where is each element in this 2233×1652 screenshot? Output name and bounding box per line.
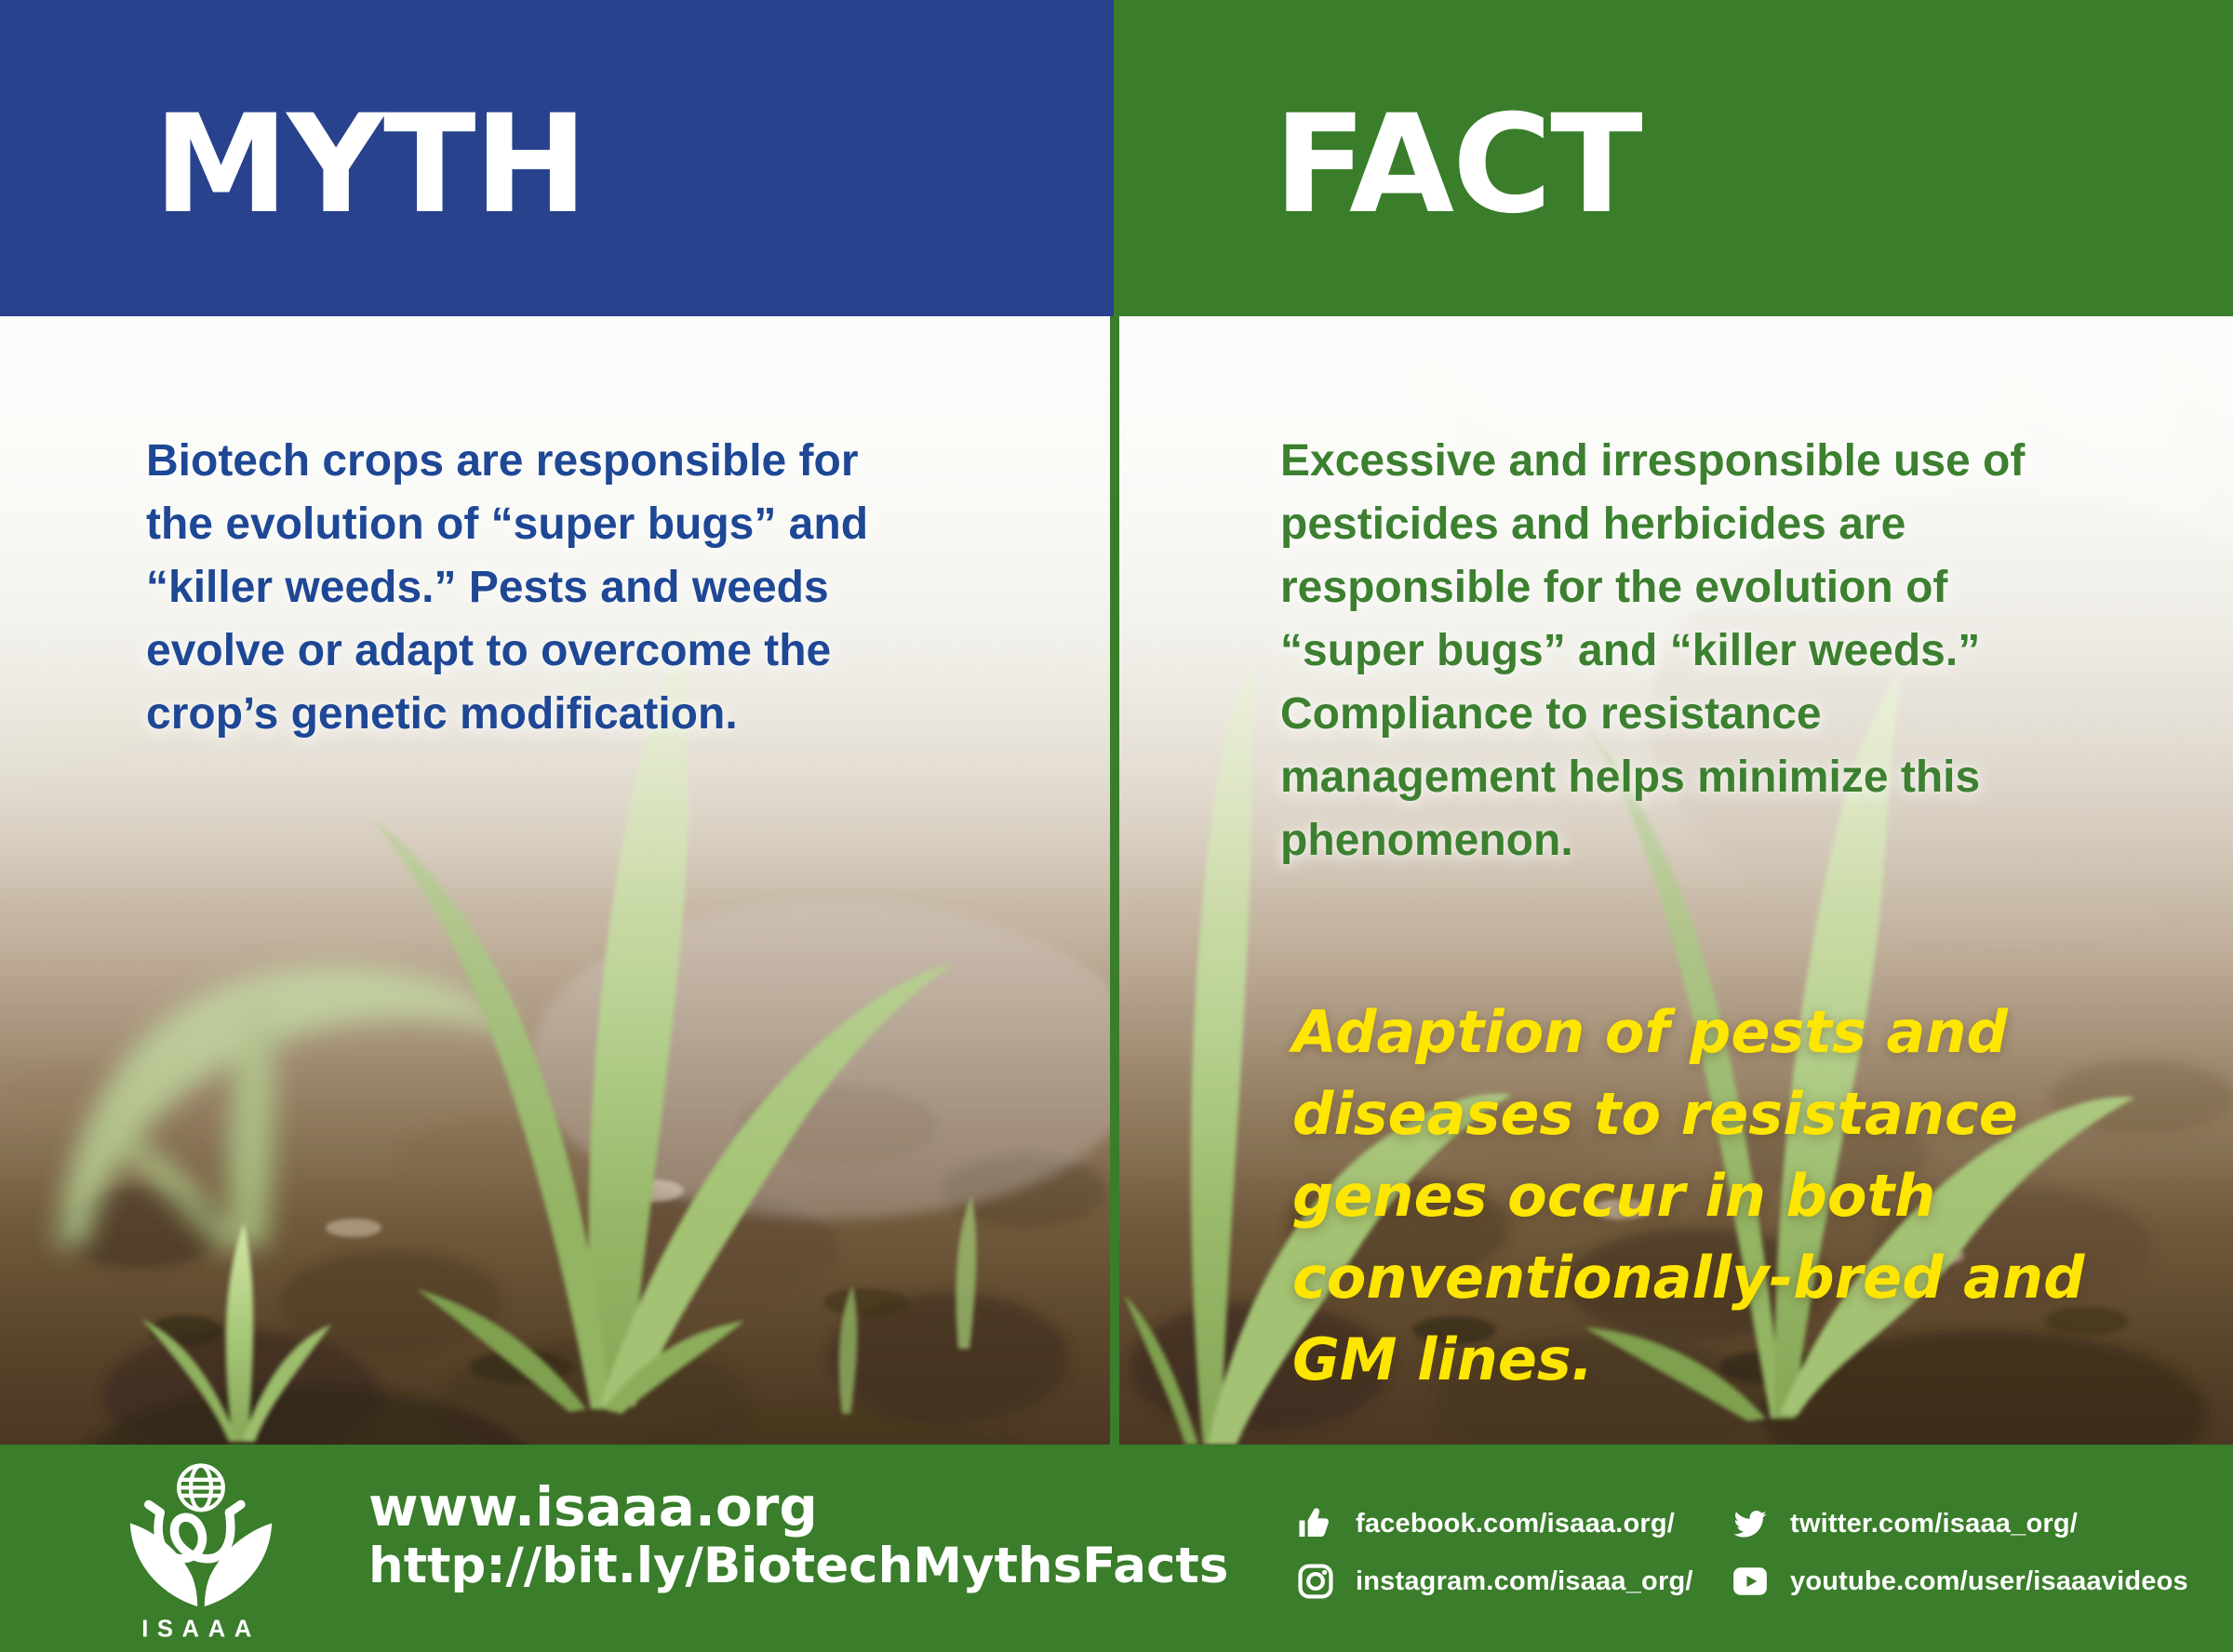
facebook-icon bbox=[1296, 1504, 1335, 1543]
instagram-icon bbox=[1296, 1562, 1335, 1601]
youtube-link[interactable]: youtube.com/user/isaaavideos bbox=[1731, 1562, 2188, 1601]
fact-title: FACT bbox=[1274, 86, 1643, 244]
fact-body-text: Excessive and irresponsible use of pesti… bbox=[1280, 436, 2026, 865]
myth-header-band: MYTH bbox=[0, 0, 1114, 316]
facebook-link[interactable]: facebook.com/isaaa.org/ bbox=[1296, 1504, 1675, 1543]
myth-title: MYTH bbox=[154, 86, 588, 244]
myth-photo-panel: Biotech crops are responsible for the ev… bbox=[0, 316, 1110, 1445]
youtube-label: youtube.com/user/isaaavideos bbox=[1790, 1565, 2188, 1596]
isaaa-logo: ISAAA bbox=[129, 1463, 273, 1642]
footer-bar: ISAAA www.isaaa.org http://bit.ly/Biotec… bbox=[0, 1445, 2233, 1652]
shortlink[interactable]: http://bit.ly/BiotechMythsFacts bbox=[368, 1538, 1229, 1594]
fact-photo-panel: Excessive and irresponsible use of pesti… bbox=[1119, 316, 2233, 1445]
website-link[interactable]: www.isaaa.org bbox=[368, 1475, 818, 1539]
instagram-label: instagram.com/isaaa_org/ bbox=[1356, 1565, 1693, 1596]
isaaa-logo-text: ISAAA bbox=[141, 1616, 261, 1642]
panel-divider bbox=[1110, 316, 1119, 1445]
myth-body-text: Biotech crops are responsible for the ev… bbox=[146, 436, 869, 739]
twitter-icon bbox=[1731, 1504, 1770, 1543]
facebook-label: facebook.com/isaaa.org/ bbox=[1356, 1508, 1676, 1539]
twitter-label: twitter.com/isaaa_org/ bbox=[1790, 1508, 2079, 1539]
fact-highlight-text: Adaption of pests and diseases to resist… bbox=[1292, 998, 2085, 1393]
instagram-link[interactable]: instagram.com/isaaa_org/ bbox=[1296, 1562, 1693, 1601]
youtube-icon bbox=[1731, 1562, 1770, 1601]
footer-links: www.isaaa.org http://bit.ly/BiotechMyths… bbox=[368, 1476, 1228, 1595]
twitter-link[interactable]: twitter.com/isaaa_org/ bbox=[1731, 1504, 2078, 1543]
fact-header-band: FACT bbox=[1114, 0, 2233, 316]
